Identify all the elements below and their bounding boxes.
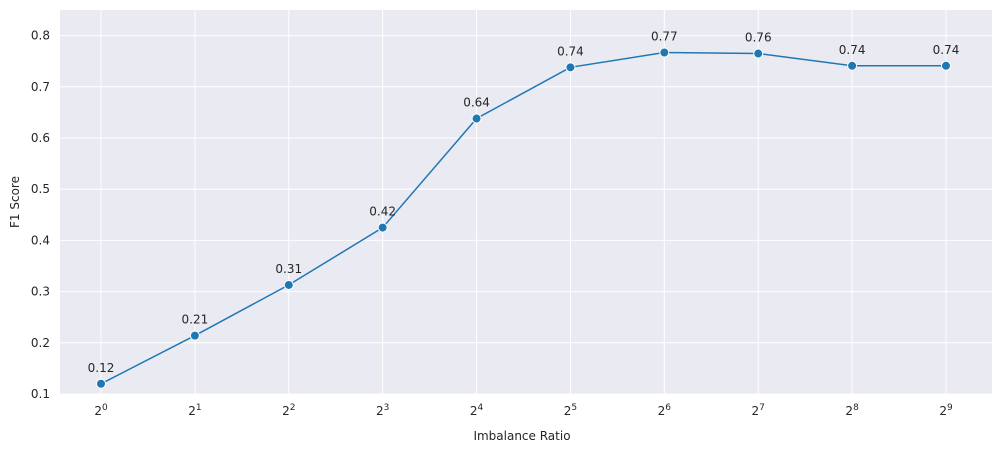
x-tick-base: 2 <box>94 404 102 418</box>
x-tick-base: 2 <box>376 404 384 418</box>
x-tick-label: 24 <box>470 403 484 418</box>
data-labels: 0.12 0.21 0.31 0.42 0.64 0.74 0.77 0.76 0.74 0.74 <box>88 29 960 374</box>
x-axis-ticks: 20 21 22 23 24 25 26 27 28 29 <box>94 403 953 418</box>
x-tick-base: 2 <box>282 404 290 418</box>
x-tick-exponent: 7 <box>759 403 765 413</box>
data-point <box>659 47 670 58</box>
data-point <box>753 48 764 59</box>
x-tick-base: 2 <box>564 404 572 418</box>
x-tick-base: 2 <box>939 404 947 418</box>
x-tick-exponent: 1 <box>196 403 202 413</box>
x-tick-label: 29 <box>939 403 953 418</box>
data-point <box>189 330 200 341</box>
y-tick-label: 0.3 <box>31 285 50 299</box>
x-tick-base: 2 <box>845 404 853 418</box>
y-tick-label: 0.7 <box>31 80 50 94</box>
x-tick-exponent: 3 <box>384 403 390 413</box>
y-tick-label: 0.2 <box>31 336 50 350</box>
x-tick-exponent: 5 <box>571 403 577 413</box>
x-tick-label: 20 <box>94 403 108 418</box>
y-tick-label: 0.5 <box>31 182 50 196</box>
x-tick-label: 21 <box>188 403 201 418</box>
x-tick-exponent: 0 <box>102 403 108 413</box>
plot-area <box>60 10 992 394</box>
x-tick-exponent: 2 <box>290 403 296 413</box>
data-label: 0.77 <box>651 29 678 43</box>
data-label: 0.12 <box>88 361 115 375</box>
data-label: 0.74 <box>557 44 584 58</box>
data-point <box>283 279 294 290</box>
y-axis-title: F1 Score <box>8 176 22 228</box>
y-tick-label: 0.6 <box>31 131 50 145</box>
x-tick-label: 28 <box>845 403 859 418</box>
grid-lines <box>60 10 992 395</box>
x-tick-label: 27 <box>752 403 765 418</box>
data-point <box>377 222 388 233</box>
data-label: 0.74 <box>933 43 960 57</box>
data-label: 0.42 <box>369 205 396 219</box>
data-label: 0.21 <box>182 313 209 327</box>
data-label: 0.64 <box>463 96 490 110</box>
x-tick-exponent: 8 <box>853 403 859 413</box>
series-line <box>100 51 946 385</box>
x-tick-exponent: 4 <box>478 403 484 413</box>
data-points <box>96 47 951 389</box>
data-label: 0.74 <box>839 43 866 57</box>
x-tick-label: 22 <box>282 403 295 418</box>
x-tick-base: 2 <box>752 404 760 418</box>
x-tick-base: 2 <box>658 404 666 418</box>
y-tick-label: 0.1 <box>31 387 50 401</box>
x-tick-label: 26 <box>658 403 672 418</box>
x-tick-base: 2 <box>188 404 196 418</box>
x-axis-title: Imbalance Ratio <box>473 429 570 443</box>
x-tick-base: 2 <box>470 404 478 418</box>
data-label: 0.76 <box>745 31 772 45</box>
data-point <box>565 62 576 73</box>
y-tick-label: 0.4 <box>31 233 50 247</box>
x-tick-exponent: 9 <box>947 403 953 413</box>
data-point <box>471 113 482 124</box>
data-point <box>96 378 106 389</box>
x-tick-label: 23 <box>376 403 389 418</box>
x-tick-exponent: 6 <box>665 403 671 413</box>
y-axis-ticks: 0.1 0.2 0.3 0.4 0.5 0.6 0.7 0.8 <box>31 29 50 401</box>
data-point <box>941 60 951 71</box>
x-tick-label: 25 <box>564 403 577 418</box>
y-tick-label: 0.8 <box>31 29 50 43</box>
data-point <box>847 60 858 71</box>
data-label: 0.31 <box>275 262 302 276</box>
